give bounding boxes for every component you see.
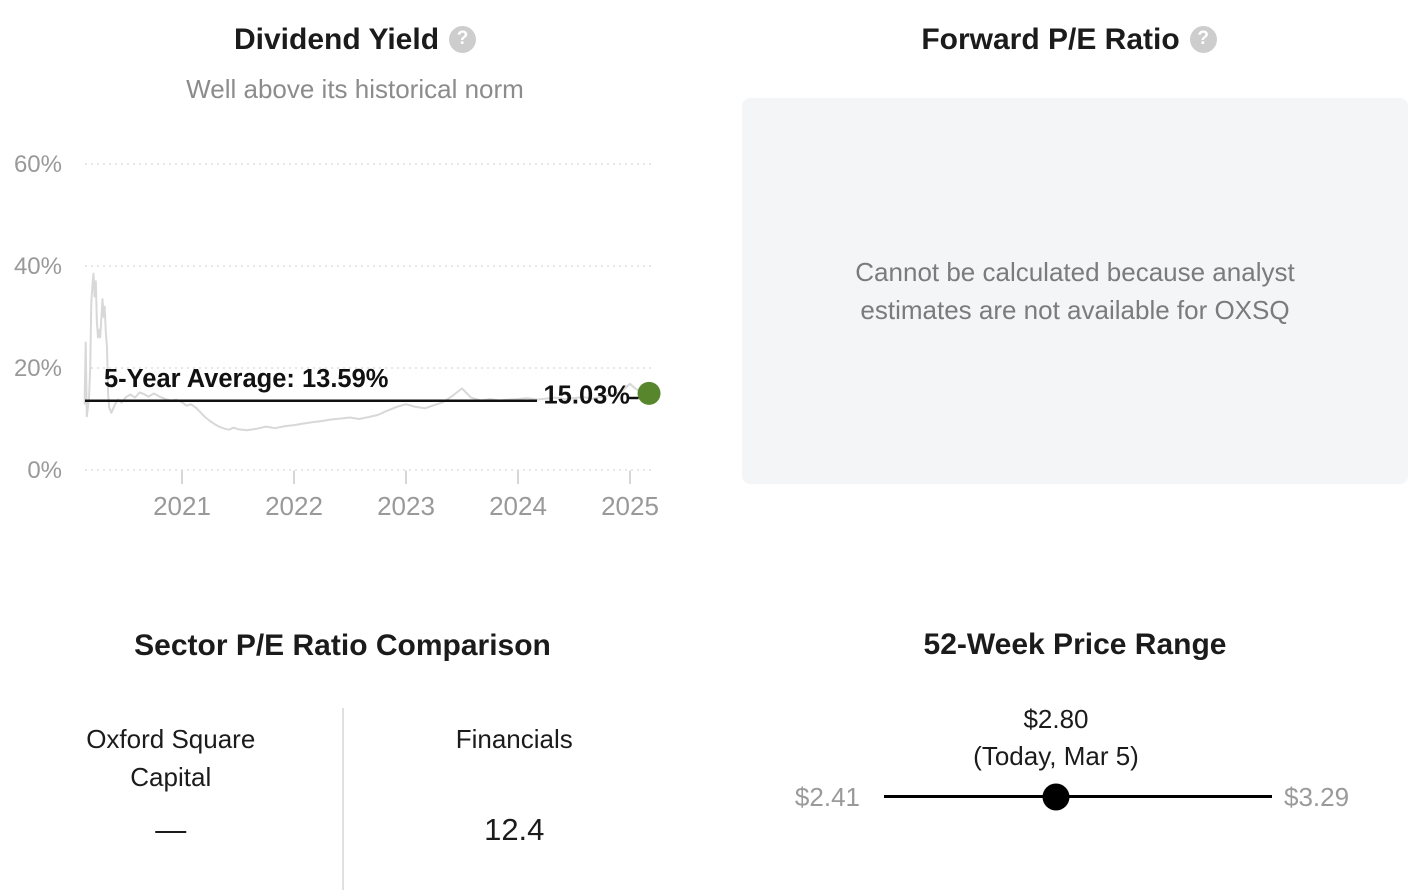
dividend-yield-panel: 0% 20% 40% 60% 2021 2022 2023 2024 2025 5-Year Av… bbox=[0, 0, 710, 560]
forward-pe-title-text: Forward P/E Ratio bbox=[921, 23, 1180, 56]
forward-pe-notice-box: Cannot be calculated because analyst est… bbox=[742, 98, 1408, 484]
forward-pe-panel: Forward P/E Ratio? Cannot be calculated … bbox=[720, 0, 1418, 560]
dividend-yield-title: Dividend Yield? bbox=[0, 0, 710, 58]
range-track bbox=[884, 783, 1272, 810]
current-value-label: 15.03% bbox=[544, 381, 631, 409]
company-column: Oxford Square Capital — bbox=[0, 708, 342, 890]
price-range-title: 52-Week Price Range bbox=[923, 628, 1227, 661]
dividend-yield-title-text: Dividend Yield bbox=[233, 23, 440, 56]
price-range-slider: $2.80 (Today, Mar 5) $2.41 $3.29 bbox=[742, 704, 1408, 847]
y-axis-tick-label: 0% bbox=[27, 457, 62, 484]
sector-pe-title: Sector P/E Ratio Comparison bbox=[134, 629, 551, 662]
dividend-yield-chart[interactable]: 0% 20% 40% 60% 2021 2022 2023 2024 2025 5-Year Av… bbox=[0, 0, 710, 540]
help-icon[interactable]: ? bbox=[1189, 25, 1217, 53]
sector-pe-panel: Sector P/E Ratio Comparison Oxford Squar… bbox=[0, 600, 685, 890]
help-icon[interactable]: ? bbox=[449, 25, 477, 53]
column-divider bbox=[341, 708, 344, 890]
x-axis-tick-label: 2024 bbox=[489, 491, 547, 521]
x-axis-tick-label: 2023 bbox=[377, 491, 435, 521]
price-range-panel: 52-Week Price Range $2.80 (Today, Mar 5)… bbox=[742, 600, 1408, 882]
range-low-label: $2.41 bbox=[794, 782, 860, 812]
average-value-label: 5-Year Average: 13.59% bbox=[104, 365, 388, 393]
current-price: $2.80 bbox=[1023, 704, 1089, 734]
forward-pe-title: Forward P/E Ratio? bbox=[720, 0, 1418, 58]
dividend-yield-line bbox=[83, 272, 650, 432]
current-price-label: $2.80 (Today, Mar 5) bbox=[973, 701, 1139, 775]
x-axis-tick-label: 2022 bbox=[265, 491, 323, 521]
x-axis-tick-label: 2021 bbox=[153, 491, 211, 521]
sector-pe-comparison: Oxford Square Capital — Financials 12.4 bbox=[0, 708, 685, 890]
sector-name: Financials bbox=[455, 724, 573, 754]
x-axis-tick-label: 2025 bbox=[601, 491, 659, 521]
current-price-note: (Today, Mar 5) bbox=[973, 741, 1139, 771]
y-axis-tick-label: 40% bbox=[14, 253, 62, 280]
sector-pe-value: 12.4 bbox=[484, 812, 545, 847]
y-axis-tick-label: 60% bbox=[14, 151, 62, 178]
company-pe-value: — bbox=[155, 812, 187, 847]
current-price-dot bbox=[1042, 783, 1070, 810]
company-name: Oxford Square Capital bbox=[86, 724, 256, 792]
range-high-label: $3.29 bbox=[1284, 782, 1350, 812]
dividend-yield-subtitle: Well above its historical norm bbox=[186, 74, 524, 104]
forward-pe-notice-text: Cannot be calculated because analyst est… bbox=[855, 257, 1295, 325]
y-axis-tick-label: 20% bbox=[14, 355, 62, 382]
sector-column: Financials 12.4 bbox=[344, 708, 686, 890]
current-value-dot bbox=[637, 381, 661, 405]
